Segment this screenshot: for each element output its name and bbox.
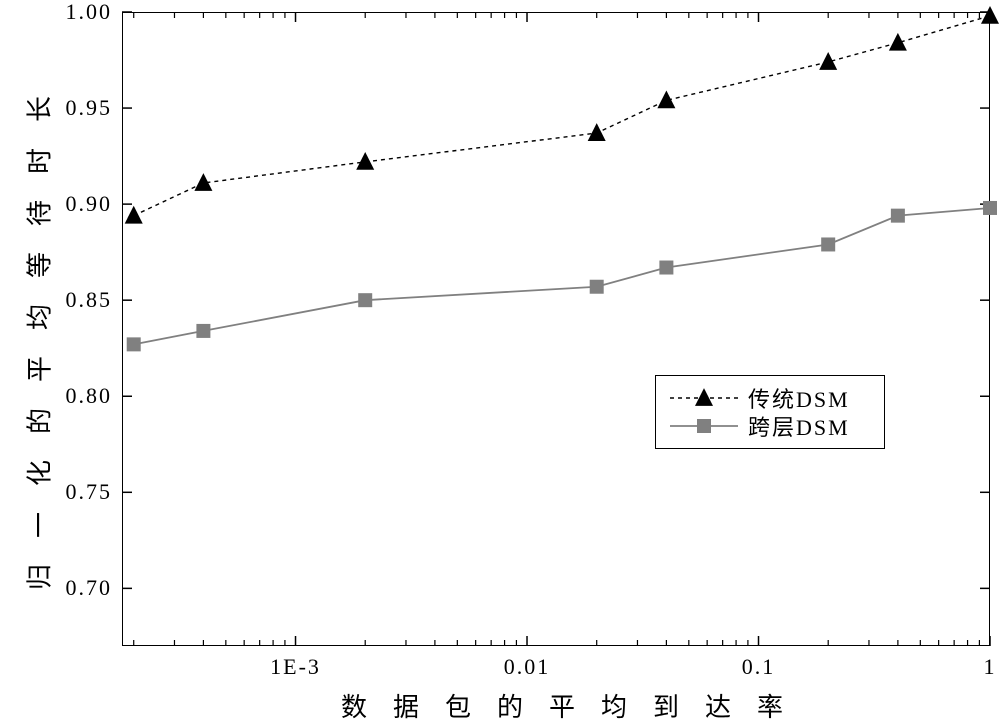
xtick-label: 0.01 bbox=[504, 654, 551, 680]
ytick-label: 0.95 bbox=[66, 95, 113, 121]
legend-swatch-1 bbox=[670, 416, 738, 436]
plot-svg bbox=[0, 0, 1000, 723]
xtick-label: 1E-3 bbox=[270, 654, 321, 680]
ytick-label: 0.85 bbox=[66, 287, 113, 313]
chart-root: 归一化的平均等待时长 数据包的平均到达率 0.700.750.800.850.9… bbox=[0, 0, 1000, 723]
legend-label-1: 跨层DSM bbox=[748, 410, 850, 442]
legend-row-0: 传统DSM bbox=[670, 384, 870, 412]
xtick-label: 1 bbox=[984, 654, 997, 680]
xtick-label: 0.1 bbox=[742, 654, 776, 680]
legend-swatch-0 bbox=[670, 388, 738, 408]
ytick-label: 0.80 bbox=[66, 383, 113, 409]
legend-row-1: 跨层DSM bbox=[670, 412, 870, 440]
ytick-label: 0.75 bbox=[66, 479, 113, 505]
ytick-label: 0.90 bbox=[66, 191, 113, 217]
legend: 传统DSM 跨层DSM bbox=[655, 375, 885, 449]
ytick-label: 0.70 bbox=[66, 575, 113, 601]
ytick-label: 1.00 bbox=[66, 0, 113, 25]
